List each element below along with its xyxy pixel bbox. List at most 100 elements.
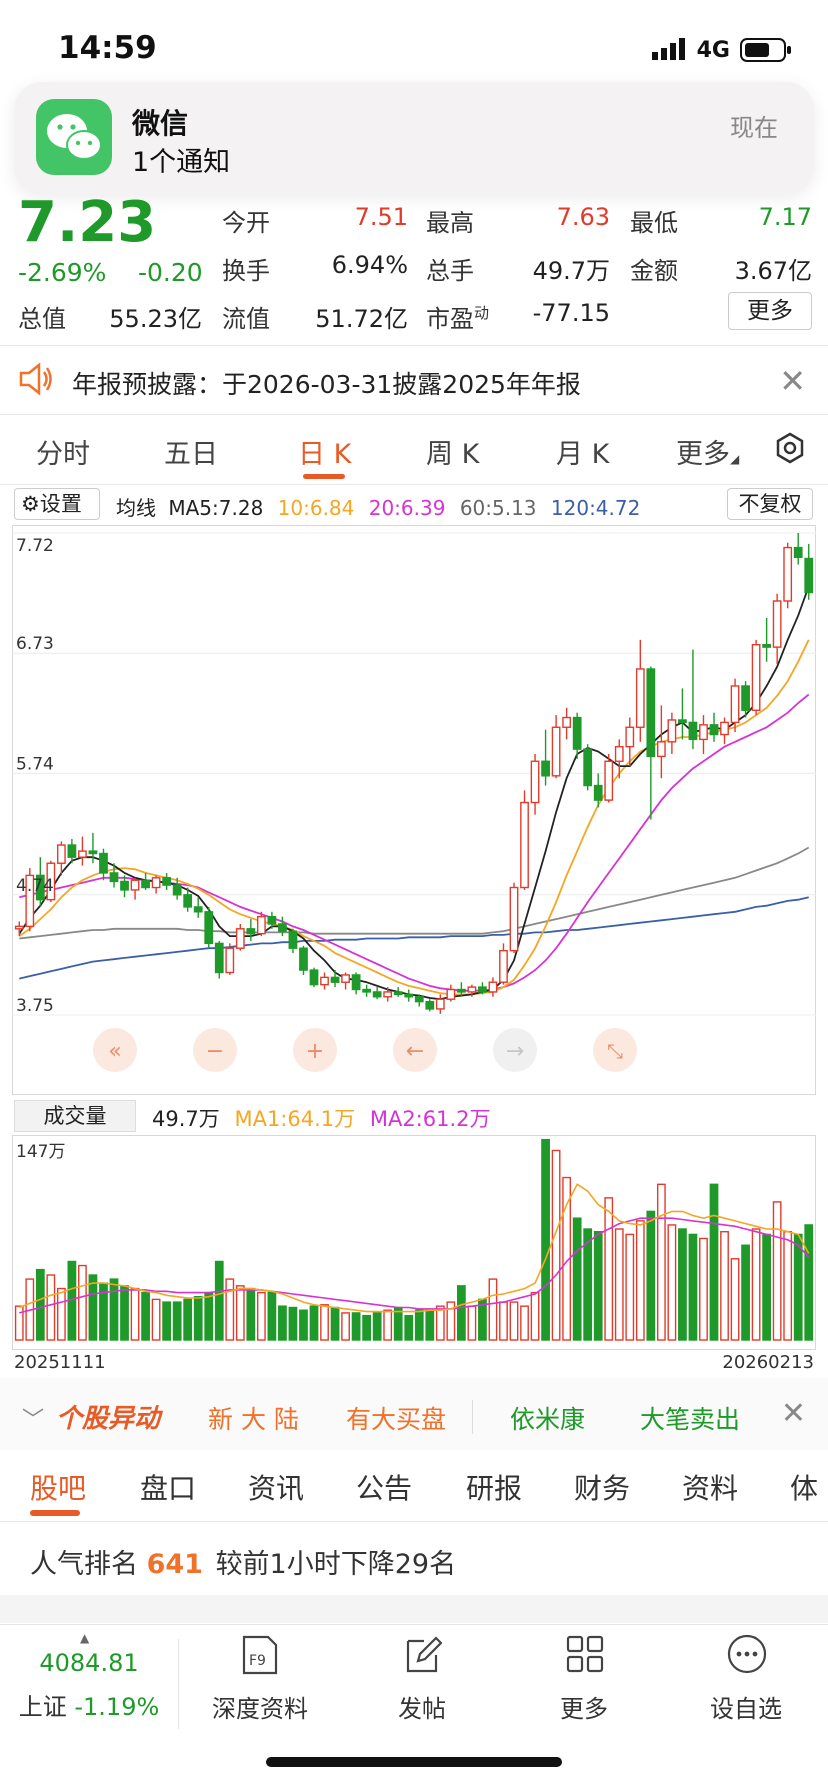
tab-news[interactable]: 资讯 [248,1472,305,1505]
add-watchlist-button[interactable]: 设自选 [666,1625,826,1745]
candle-body [699,724,708,741]
fullscreen-icon[interactable] [593,1028,637,1072]
ticker-item[interactable]: 有大买盘 [346,1405,447,1434]
home-indicator[interactable] [266,1757,562,1767]
ticker-item[interactable]: 新 大 陆 [208,1405,299,1434]
tab-more[interactable]: 更多◢ [676,439,740,470]
candle-body [56,844,66,864]
candle [341,972,350,990]
candle [288,928,298,954]
prev-icon[interactable] [393,1028,437,1072]
notification-time: 现在 [730,114,778,142]
candle-body [720,721,729,736]
tab-daily-k[interactable]: 日 K [298,439,352,470]
candle [446,984,456,1002]
add-watchlist-label: 设自选 [710,1695,782,1723]
candle-body [78,850,87,858]
candle-body [278,923,287,932]
candle [635,639,645,742]
settings-button[interactable]: ⚙设置 [14,488,100,520]
announcement-text[interactable]: 年报预披露：于2026-03-31披露2025年年报 [72,370,581,399]
volume-bar [204,1291,214,1341]
volume-bar [646,1210,656,1341]
candle-body [362,988,372,993]
tab-finance[interactable]: 财务 [574,1472,631,1505]
candle [56,841,66,876]
volume-bar [404,1314,414,1341]
candle-body [162,877,172,886]
chevron-down-icon[interactable]: ﹀ [22,1408,45,1433]
candle-body [478,986,487,993]
candle [393,987,403,997]
volume-bar [151,1298,161,1341]
close-icon[interactable]: ✕ [779,362,806,400]
candle [309,967,319,988]
candle [120,875,129,898]
ticker-item[interactable]: 大笔卖出 [640,1405,741,1434]
more-quote-button[interactable]: 更多 [728,292,812,330]
candle [646,666,656,820]
notification-banner[interactable]: 微信 1个通知 现在 [14,82,814,194]
grid-icon [566,1635,604,1673]
volume-bar [235,1285,245,1341]
volume-bar [783,1231,793,1341]
ticker-item[interactable]: 依米康 [510,1405,586,1434]
open-value: 7.51 [354,203,408,231]
post-button[interactable]: 发帖 [342,1625,502,1745]
zoom-in-icon[interactable] [293,1028,337,1072]
divider [0,484,828,485]
volume-bar [56,1287,66,1341]
deep-data-button[interactable]: F9 深度资料 [180,1625,340,1745]
volume-bar [141,1291,150,1341]
close-icon[interactable]: ✕ [780,1396,806,1431]
tab-intraday[interactable]: 分时 [36,439,90,470]
candle-body [309,969,319,986]
tab-announcements[interactable]: 公告 [356,1472,413,1505]
stock-movement-ticker[interactable]: ﹀ 个股异动 新 大 陆 有大买盘 依米康 大笔卖出 ✕ [0,1378,828,1450]
status-time: 14:59 [58,30,157,66]
candle-body [404,993,414,998]
scroll-left-icon[interactable] [93,1028,137,1072]
open-label: 今开 [222,209,270,237]
candle [330,970,340,988]
volume-bar [299,1309,308,1341]
volume-bar [709,1183,719,1341]
popularity-rank[interactable]: 人气排名 641 较前1小时下降29名 [30,1549,457,1580]
index-quote[interactable]: ▲ 4084.81 上证 -1.19% [0,1625,178,1745]
post-label: 发帖 [398,1695,446,1723]
tab-profile[interactable]: 资料 [682,1472,739,1505]
next-icon[interactable] [493,1028,537,1072]
volume-bar [214,1260,224,1341]
volume-bar [593,1231,603,1341]
volume-bar [730,1258,740,1341]
candle [467,984,477,997]
adjust-button[interactable]: 不复权 [727,488,813,520]
tab-research[interactable]: 研报 [466,1472,523,1505]
volume-bar [804,1224,814,1341]
turnover-label: 换手 [222,257,270,285]
low-label: 最低 [630,209,678,237]
tab-monthly-k[interactable]: 月 K [556,439,610,470]
volume-bar [46,1274,56,1341]
pe-value: -77.15 [532,299,610,327]
volume-chart[interactable]: 147万 [12,1135,816,1350]
zoom-out-icon[interactable] [193,1028,237,1072]
candle [551,715,561,779]
candlestick-chart[interactable]: 7.72 6.73 5.74 4.74 3.75 « − + ← → ⤡ [12,525,816,1095]
tab-guba[interactable]: 股吧 [30,1472,87,1505]
candle [78,836,87,866]
tab-five-day[interactable]: 五日 [164,439,218,470]
more-button[interactable]: 更多 [504,1625,664,1745]
tab-more-cut[interactable]: 体 [790,1472,819,1505]
volume-bar [414,1309,424,1341]
divider [472,1400,473,1434]
candle-body [678,719,687,724]
tab-weekly-k[interactable]: 周 K [426,439,480,470]
volume-bar [35,1268,45,1341]
volume-bar [741,1244,750,1341]
candle-body [499,949,508,983]
chart-settings-icon[interactable] [774,432,806,464]
volume-selector[interactable]: 成交量 [14,1100,136,1132]
tab-panel[interactable]: 盘口 [140,1472,197,1505]
high-label: 最高 [426,209,474,237]
